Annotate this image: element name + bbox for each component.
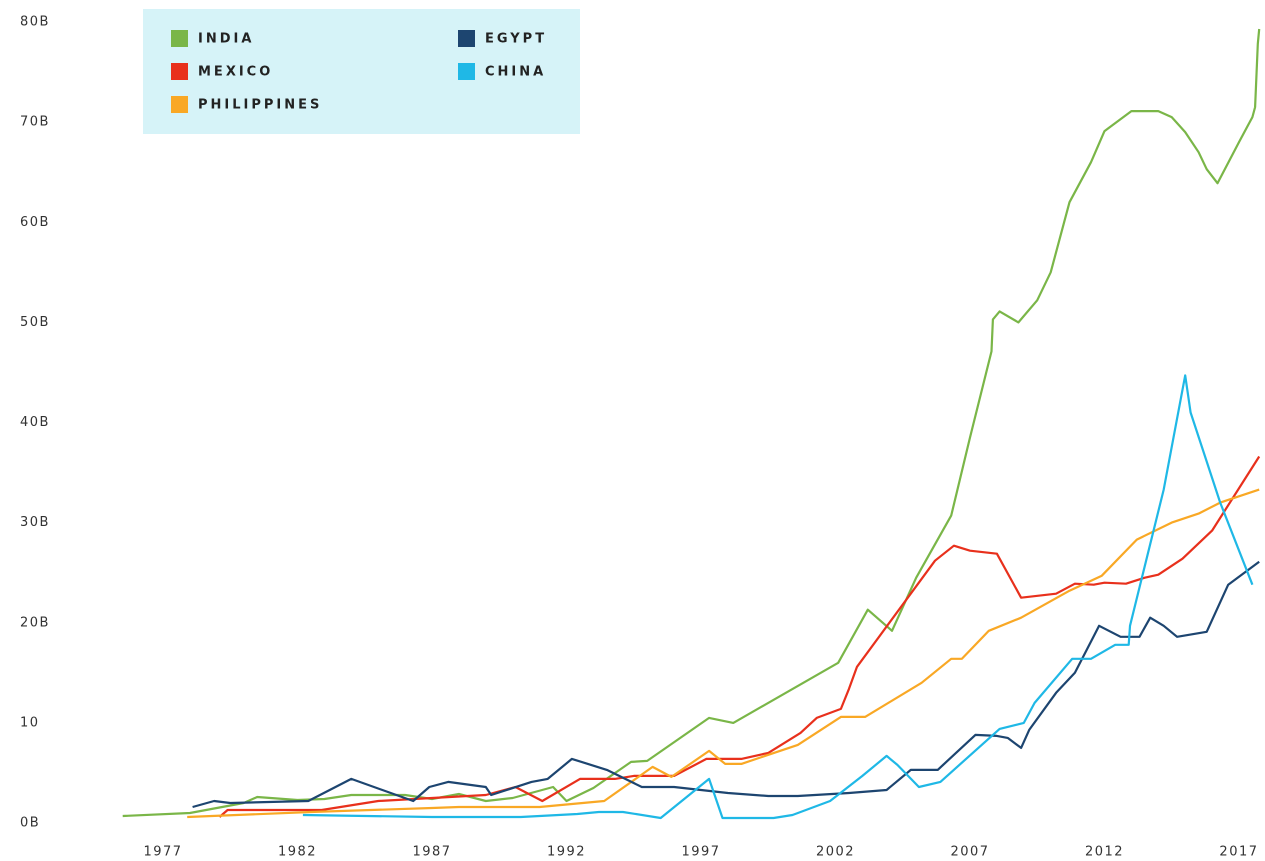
y-tick-label: 20B [20, 615, 50, 630]
legend-swatch [458, 63, 475, 80]
series-line [192, 560, 1260, 809]
x-tick-label: 1982 [278, 845, 317, 860]
series-line [187, 488, 1260, 819]
y-tick-label: 40B [20, 415, 50, 430]
y-tick-label: 70B [20, 115, 50, 130]
legend-label: CHINA [485, 65, 546, 80]
legend-label: MEXICO [198, 65, 273, 80]
legend-label: PHILIPPINES [198, 98, 322, 113]
x-tick-label: 2017 [1219, 845, 1258, 860]
legend-swatch [171, 96, 188, 113]
y-tick-label: 0B [20, 816, 40, 831]
x-tick-label: 1987 [412, 845, 451, 860]
x-tick-label: 2007 [950, 845, 989, 860]
legend-label: EGYPT [485, 32, 547, 47]
y-tick-label: 80B [20, 15, 50, 30]
x-tick-label: 1977 [143, 845, 182, 860]
series-line [122, 28, 1261, 818]
x-tick-label: 1992 [547, 845, 586, 860]
y-tick-label: 50B [20, 315, 50, 330]
y-tick-label: 10 [20, 715, 40, 730]
legend-swatch [171, 63, 188, 80]
legend-swatch [171, 30, 188, 47]
x-tick-label: 2002 [816, 845, 855, 860]
series-line [302, 374, 1254, 820]
x-tick-label: 2012 [1085, 845, 1124, 860]
legend-swatch [458, 30, 475, 47]
legend-label: INDIA [198, 32, 254, 47]
y-tick-label: 60B [20, 215, 50, 230]
x-tick-label: 1997 [681, 845, 720, 860]
y-tick-label: 30B [20, 515, 50, 530]
legend-box [143, 9, 580, 134]
